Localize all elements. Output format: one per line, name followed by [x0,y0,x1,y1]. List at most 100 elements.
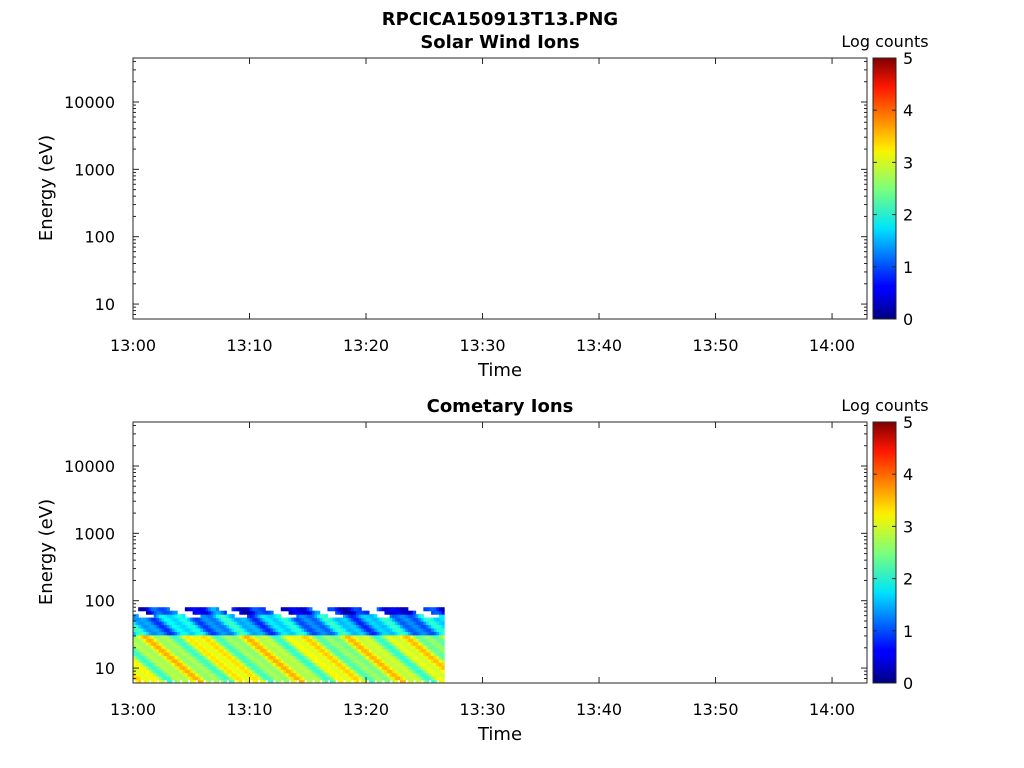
spectrogram-cell [384,624,388,629]
spectrogram-cell [438,662,443,667]
spectrogram-cell [384,669,388,674]
spectrogram-cell [200,676,204,681]
spectrogram-cell [177,624,181,629]
spectrogram-cell [262,617,266,622]
spectrogram-cell [332,662,336,667]
spectrogram-cell [332,648,336,653]
spectrogram-cell [335,641,339,646]
spectrogram-cell [164,624,168,629]
spectrogram-cell [407,645,411,650]
spectrogram-cell [350,610,354,615]
spectrogram-cell [350,669,354,674]
spectrogram-cell [350,634,354,639]
spectrogram-cell [324,631,329,636]
spectrogram-cell [402,665,406,670]
spectrogram-cell [340,610,344,615]
spectrogram-cell [441,655,445,660]
spectrogram-cell [368,638,373,643]
spectrogram-cell [412,617,417,622]
spectrogram-cell [436,607,440,612]
spectrogram-cell [138,641,142,646]
spectrogram-cell [428,676,432,681]
spectrogram-cell [247,645,251,650]
spectrogram-cell [423,655,427,660]
spectrogram-cell [410,641,414,646]
spectrogram-cell [293,658,297,663]
spectrogram-cell [275,652,279,657]
spectrogram-cell [215,631,220,636]
spectrogram-cell [169,638,173,643]
spectrogram-cell [200,631,204,636]
spectrogram-cell [355,672,360,677]
spectrogram-cell [177,662,181,667]
spectrogram-cell [324,652,329,657]
spectrogram-cell [145,624,150,629]
spectrogram-cell [218,624,222,629]
spectrogram-cell [177,679,181,683]
spectrogram-cell [371,634,375,639]
spectrogram-cell [335,624,339,629]
spectrogram-cell [304,631,308,636]
spectrogram-cell [438,652,443,657]
spectrogram-cell [407,617,411,622]
spectrogram-cell [410,658,414,663]
spectrogram-cell [148,672,152,677]
spectrogram-cell [221,617,225,622]
spectrogram-cell [327,624,331,629]
spectrogram-cell [215,621,220,626]
spectrogram-cell [337,638,341,643]
spectrogram-cell [283,679,287,683]
spectrogram-cell [402,645,406,650]
spectrogram-cell [153,607,157,612]
spectrogram-cell [272,655,277,660]
spectrogram-cell [169,624,173,629]
spectrogram-cell [244,631,248,636]
spectrogram-cell [337,624,341,629]
spectrogram-cell [348,652,352,657]
spectrogram-cell [221,679,225,683]
spectrogram-cell [174,665,178,670]
spectrogram-cell [262,627,266,632]
spectrogram-cell [200,665,204,670]
spectrogram-cell [166,662,170,667]
spectrogram-cell [213,672,217,677]
spectrogram-cell [247,614,251,619]
spectrogram-cell [379,672,383,677]
spectrogram-cell [423,676,427,681]
spectrogram-cell [355,638,360,643]
spectrogram-cell [361,679,365,683]
x-tick-label: 13:10 [226,336,272,355]
spectrogram-cell [226,617,230,622]
spectrogram-cell [324,617,329,622]
spectrogram-cell [418,648,422,653]
spectrogram-cell [158,679,163,683]
y-axis-label: Energy (eV) [36,499,57,605]
spectrogram-cell [392,676,396,681]
spectrogram-cell [387,658,391,663]
spectrogram-cell [257,631,261,636]
spectrogram-cell [410,645,414,650]
spectrogram-cell [384,665,388,670]
spectrogram-cell [345,645,349,650]
spectrogram-cell [262,672,266,677]
spectrogram-cell [314,679,318,683]
spectrogram-cell [153,669,157,674]
spectrogram-cell [431,658,435,663]
spectrogram-cell [425,655,430,660]
spectrogram-cell [433,645,437,650]
spectrogram-cell [327,676,331,681]
spectrogram-cell [247,652,251,657]
spectrogram-cell [291,617,295,622]
spectrogram-cell [283,627,287,632]
spectrogram-cell [215,624,220,629]
spectrogram-cell [431,607,435,612]
spectrogram-cell [317,641,321,646]
spectrogram-cell [190,676,194,681]
spectrogram-cell [213,621,217,626]
spectrogram-cell [285,648,290,653]
spectrogram-cell [197,662,201,667]
spectrogram-cell [247,610,251,615]
spectrogram-cell [231,662,235,667]
spectrogram-cell [363,652,367,657]
